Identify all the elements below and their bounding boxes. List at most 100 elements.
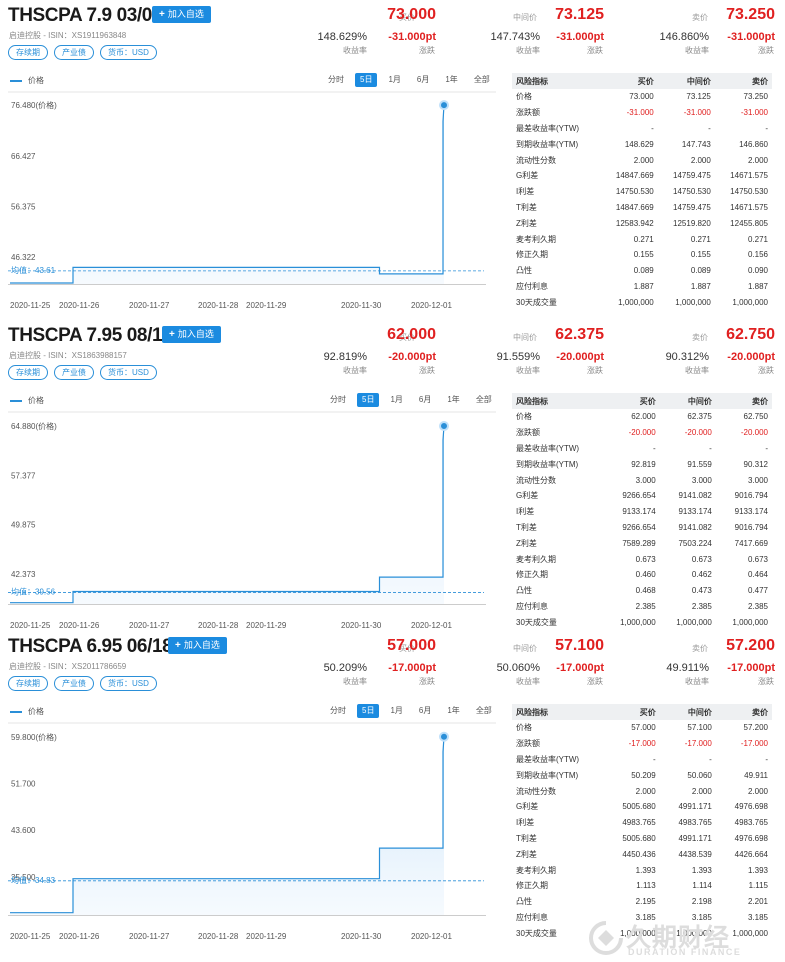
mid-change: -20.000pt bbox=[556, 351, 604, 363]
table-cell: 0.271 bbox=[747, 234, 768, 244]
bid-price-label: 买价 bbox=[399, 333, 415, 342]
table-row: I利差 4983.765 4983.765 4983.765 bbox=[512, 815, 772, 831]
row-label: 凸性 bbox=[516, 897, 532, 907]
table-cell: 14750.530 bbox=[673, 187, 711, 197]
table-cell: 0.089 bbox=[690, 266, 711, 276]
risk-table: 风险指标 买价 中间价 卖价 价格 73.000 73.125 73.250 涨跌额 -31.00… bbox=[512, 73, 772, 310]
table-row: 30天成交量 1,000,000 1,000,000 1,000,000 bbox=[512, 925, 772, 941]
row-label: 涨跌额 bbox=[516, 739, 540, 749]
tab-range[interactable]: 5日 bbox=[355, 73, 378, 87]
tag[interactable]: 产业债 bbox=[54, 676, 94, 691]
add-to-watchlist-button[interactable]: + 加入自选 bbox=[152, 6, 211, 23]
x-tick-label: 2020-11-25 bbox=[10, 621, 51, 630]
table-row: 到期收益率(YTM) 148.629 147.743 146.860 bbox=[512, 136, 772, 152]
row-label: G利差 bbox=[516, 491, 539, 501]
tab-range[interactable]: 6月 bbox=[418, 395, 432, 404]
tab-range[interactable]: 全部 bbox=[475, 706, 492, 715]
tab-range[interactable]: 6月 bbox=[418, 706, 432, 715]
bond-section: THSCPA 6.95 06/18/22 + 加入自选 启迪控股 - ISIN：XS2… bbox=[0, 631, 785, 951]
tab-range[interactable]: 5日 bbox=[357, 704, 380, 718]
row-label: 应付利息 bbox=[516, 912, 548, 922]
table-cell: - bbox=[765, 123, 768, 133]
table-row: 涨跌额 -17.000 -17.000 -17.000 bbox=[512, 736, 772, 752]
table-cell: 14750.530 bbox=[730, 187, 768, 197]
tag[interactable]: 货币：USD bbox=[100, 676, 157, 691]
table-cell: 0.468 bbox=[635, 586, 656, 596]
tag[interactable]: 存续期 bbox=[8, 365, 48, 380]
x-tick-label: 2020-12-01 bbox=[411, 621, 452, 630]
tag[interactable]: 存续期 bbox=[8, 676, 48, 691]
mid-yield: 91.559% bbox=[496, 351, 540, 363]
table-cell: 9133.174 bbox=[734, 507, 768, 517]
ask-price-label: 卖价 bbox=[692, 333, 708, 342]
table-row: 到期收益率(YTM) 92.819 91.559 90.312 bbox=[512, 456, 772, 472]
tag[interactable]: 产业债 bbox=[54, 365, 94, 380]
table-cell: 14750.530 bbox=[615, 187, 654, 197]
tag[interactable]: 存续期 bbox=[8, 45, 48, 60]
table-cell: 2.000 bbox=[690, 155, 711, 165]
y-tick-label: 56.375 bbox=[11, 202, 36, 211]
table-cell: -17.000 bbox=[628, 739, 656, 749]
tab-range[interactable]: 1年 bbox=[447, 395, 460, 404]
tab-range[interactable]: 全部 bbox=[473, 75, 490, 84]
bond-title: THSCPA 6.95 06/18/22 bbox=[8, 636, 198, 657]
tab-range[interactable]: 分时 bbox=[328, 75, 344, 84]
table-row: T利差 14847.669 14759.475 14671.575 bbox=[512, 200, 772, 216]
price-area bbox=[10, 426, 444, 604]
table-cell: 9016.794 bbox=[734, 491, 768, 501]
tab-range[interactable]: 1月 bbox=[388, 75, 401, 84]
tab-range[interactable]: 1年 bbox=[445, 75, 458, 84]
x-tick-label: 2020-12-01 bbox=[411, 301, 452, 310]
table-row: T利差 9266.654 9141.082 9016.794 bbox=[512, 520, 772, 536]
tab-range[interactable]: 分时 bbox=[330, 395, 346, 404]
tab-range[interactable]: 1月 bbox=[390, 395, 403, 404]
table-cell: 3.185 bbox=[635, 912, 656, 922]
plus-icon: + bbox=[175, 640, 181, 651]
table-cell: 0.473 bbox=[691, 586, 712, 596]
table-header-row: 风险指标 买价 中间价 卖价 bbox=[512, 73, 772, 89]
tag[interactable]: 产业债 bbox=[54, 45, 94, 60]
mid-change-label: 涨跌 bbox=[587, 677, 603, 686]
row-label: 涨跌额 bbox=[516, 108, 540, 118]
price-chart: 64.880(价格) 57.377 49.875 42.373 均值：39.56 2020… bbox=[8, 411, 496, 630]
last-point[interactable] bbox=[439, 100, 449, 111]
tag[interactable]: 货币：USD bbox=[100, 365, 157, 380]
table-cell: 3.185 bbox=[747, 912, 768, 922]
table-header: 买价 bbox=[603, 393, 660, 409]
mid-price-label: 中间价 bbox=[513, 13, 537, 22]
last-point[interactable] bbox=[439, 421, 449, 432]
table-cell: 4983.765 bbox=[678, 818, 712, 828]
table-header: 中间价 bbox=[659, 704, 716, 720]
table-cell: 2.000 bbox=[747, 786, 768, 796]
y-tick-label: 57.377 bbox=[11, 471, 36, 480]
table-row: 流动性分数 3.000 3.000 3.000 bbox=[512, 472, 772, 488]
plus-icon: + bbox=[159, 9, 165, 20]
table-cell: 4976.698 bbox=[734, 802, 768, 812]
last-point[interactable] bbox=[439, 731, 449, 742]
table-cell: 50.209 bbox=[631, 770, 656, 780]
tab-range[interactable]: 6月 bbox=[416, 75, 430, 84]
x-tick-label: 2020-11-28 bbox=[198, 301, 239, 310]
price-area bbox=[10, 105, 444, 284]
ask-price-label: 卖价 bbox=[692, 13, 708, 22]
mid-yield-label: 收益率 bbox=[516, 46, 540, 55]
ask-price: 73.250 bbox=[726, 6, 775, 23]
table-cell: 2.195 bbox=[635, 897, 656, 907]
add-to-watchlist-button[interactable]: + 加入自选 bbox=[162, 326, 221, 343]
table-cell: 3.000 bbox=[691, 475, 712, 485]
table-row: 最差收益率(YTW) - - - bbox=[512, 441, 772, 457]
add-to-watchlist-button[interactable]: + 加入自选 bbox=[168, 637, 227, 654]
tab-range[interactable]: 分时 bbox=[330, 706, 346, 715]
bid-yield: 50.209% bbox=[323, 662, 367, 674]
tag[interactable]: 货币：USD bbox=[100, 45, 157, 60]
tab-range[interactable]: 5日 bbox=[357, 393, 380, 407]
row-label: 涨跌额 bbox=[516, 428, 540, 438]
row-label: 30天成交量 bbox=[516, 297, 557, 307]
table-cell: 49.911 bbox=[744, 770, 768, 780]
row-label: Z利差 bbox=[516, 849, 537, 859]
tab-range[interactable]: 全部 bbox=[475, 395, 492, 404]
table-cell: - bbox=[653, 443, 656, 453]
tab-range[interactable]: 1年 bbox=[447, 706, 460, 715]
tab-range[interactable]: 1月 bbox=[390, 706, 403, 715]
table-row: I利差 14750.530 14750.530 14750.530 bbox=[512, 184, 772, 200]
